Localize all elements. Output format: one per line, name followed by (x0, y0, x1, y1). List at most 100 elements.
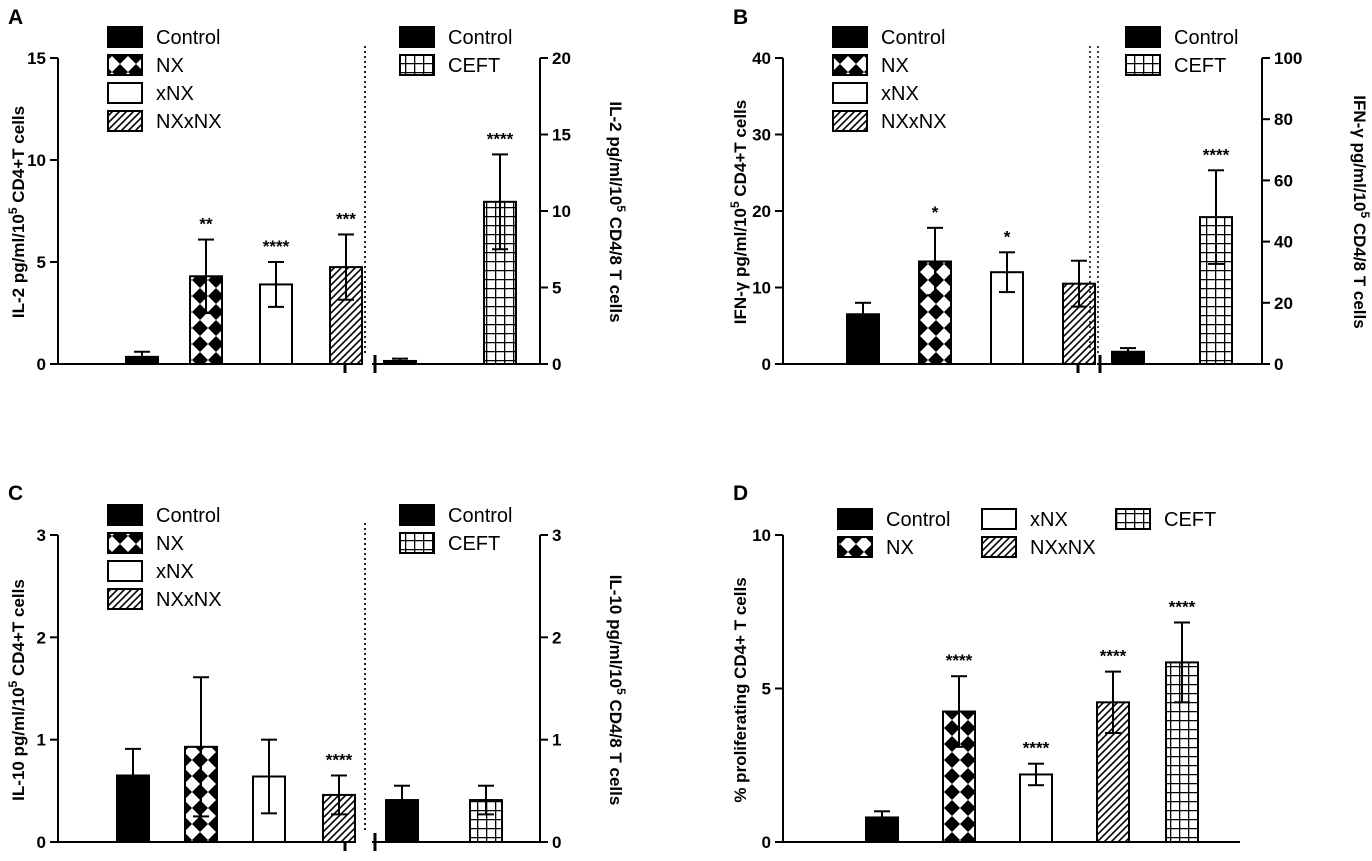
significance-label: * (1004, 227, 1011, 246)
y-tick-label: 5 (552, 279, 561, 298)
y-tick-label: 0 (552, 355, 561, 374)
panel-letter-c: C (8, 482, 23, 505)
legend-label: NXxNX (1030, 537, 1096, 559)
chart-b-3: 0 20 40 60 80 100 IFN-γ pg/ml/105 CD4/8 T cell… (1089, 26, 1372, 374)
y-tick-label: 100 (1274, 49, 1302, 68)
legend-swatch (1125, 26, 1161, 48)
legend-swatch (107, 504, 143, 526)
significance-label: **** (1023, 739, 1050, 758)
y-tick-label: 15 (552, 126, 571, 145)
legend-label: NXxNX (881, 111, 947, 133)
y-tick-label: 30 (752, 126, 771, 145)
y-axis-label: % proliferating CD4+ T cells (731, 577, 750, 802)
legend-swatch (399, 532, 435, 554)
significance-label: **** (1169, 597, 1196, 616)
significance-label: **** (487, 129, 514, 148)
legend-label: xNX (881, 83, 919, 105)
legend-label: xNX (1030, 509, 1068, 531)
legend-swatch (107, 110, 143, 132)
y-tick-label: 0 (762, 833, 771, 852)
y-tick-label: 1 (37, 731, 46, 750)
legend-swatch (107, 588, 143, 610)
significance-label: **** (1100, 647, 1127, 666)
legend-swatch (107, 54, 143, 76)
y-tick-label: 2 (37, 628, 46, 647)
legend-swatch (399, 504, 435, 526)
y-tick-label: 0 (37, 833, 46, 852)
legend-label: Control (881, 27, 945, 49)
y-tick-label: 40 (752, 49, 771, 68)
chart-c-4: 0 1 2 3 IL-10 pg/ml/105 CD4+T cells **** Contr… (6, 504, 366, 852)
legend-label: CEFT (448, 55, 500, 77)
y-axis-label: IFN-γ pg/ml/105 CD4/8 T cells (1350, 95, 1372, 328)
legend-swatch (107, 26, 143, 48)
y-tick-label: 5 (37, 253, 46, 272)
panel-letter-b: B (733, 6, 748, 29)
legend-label: xNX (156, 561, 194, 583)
y-tick-label: 1 (552, 731, 561, 750)
legend-label: CEFT (1174, 55, 1226, 77)
legend-label: xNX (156, 83, 194, 105)
y-tick-label: 10 (752, 279, 771, 298)
legend-swatch (832, 82, 868, 104)
significance-label: * (932, 203, 939, 222)
y-tick-label: 0 (1274, 355, 1283, 374)
legend-swatch (107, 560, 143, 582)
y-tick-label: 20 (752, 202, 771, 221)
y-tick-label: 80 (1274, 110, 1293, 129)
bar-control (385, 799, 419, 843)
legend-label: Control (156, 27, 220, 49)
significance-label: *** (336, 209, 356, 228)
legend-label: NX (156, 533, 184, 555)
chart-b-2: 0 10 20 30 40 IFN-γ pg/ml/105 CD4+T cells * * Co… (728, 26, 1099, 374)
significance-label: **** (1203, 145, 1230, 164)
legend-swatch (832, 26, 868, 48)
significance-label: **** (946, 651, 973, 670)
y-tick-label: 20 (552, 49, 571, 68)
y-tick-label: 10 (27, 151, 46, 170)
y-tick-label: 40 (1274, 233, 1293, 252)
bar-nxxnx (322, 793, 356, 844)
significance-label: ** (199, 215, 213, 234)
significance-label: **** (263, 237, 290, 256)
legend-swatch (107, 82, 143, 104)
legend-swatch (399, 26, 435, 48)
legend-label: CEFT (1164, 509, 1216, 531)
y-tick-label: 10 (552, 202, 571, 221)
y-tick-label: 60 (1274, 171, 1293, 190)
legend-label: Control (156, 505, 220, 527)
y-axis-label: IFN-γ pg/ml/105 CD4+T cells (728, 100, 750, 324)
legend-label: NXxNX (156, 111, 222, 133)
y-tick-label: 20 (1274, 294, 1293, 313)
y-tick-label: 3 (552, 526, 561, 545)
y-axis-label: IL-10 pg/ml/105 CD4/8 T cells (606, 575, 628, 806)
legend-swatch (837, 536, 873, 558)
y-tick-label: 10 (752, 526, 771, 545)
panel-letter-d: D (733, 482, 748, 505)
y-tick-label: 0 (552, 833, 561, 852)
significance-label: **** (326, 750, 353, 769)
y-tick-label: 15 (27, 49, 46, 68)
y-tick-label: 3 (37, 526, 46, 545)
legend-swatch (981, 508, 1017, 530)
chart-a-1: 0 5 10 15 20 IL-2 pg/ml/105 CD4/8 T cells ****… (364, 26, 628, 374)
y-axis-label: IL-10 pg/ml/105 CD4+T cells (6, 579, 28, 801)
legend-label: Control (886, 509, 950, 531)
legend-label: NX (881, 55, 909, 77)
y-tick-label: 0 (762, 355, 771, 374)
legend-label: Control (448, 27, 512, 49)
legend-label: CEFT (448, 533, 500, 555)
y-tick-label: 0 (37, 355, 46, 374)
chart-d-6: 0 5 10 % proliferating CD4+ T cells **** ****… (731, 508, 1240, 852)
y-axis-label: IL-2 pg/ml/105 CD4/8 T cells (606, 101, 628, 322)
legend-swatch (832, 54, 868, 76)
legend-swatch (832, 110, 868, 132)
legend-label: Control (1174, 27, 1238, 49)
legend-swatch (837, 508, 873, 530)
legend-swatch (399, 54, 435, 76)
legend-label: Control (448, 505, 512, 527)
legend-label: NX (886, 537, 914, 559)
